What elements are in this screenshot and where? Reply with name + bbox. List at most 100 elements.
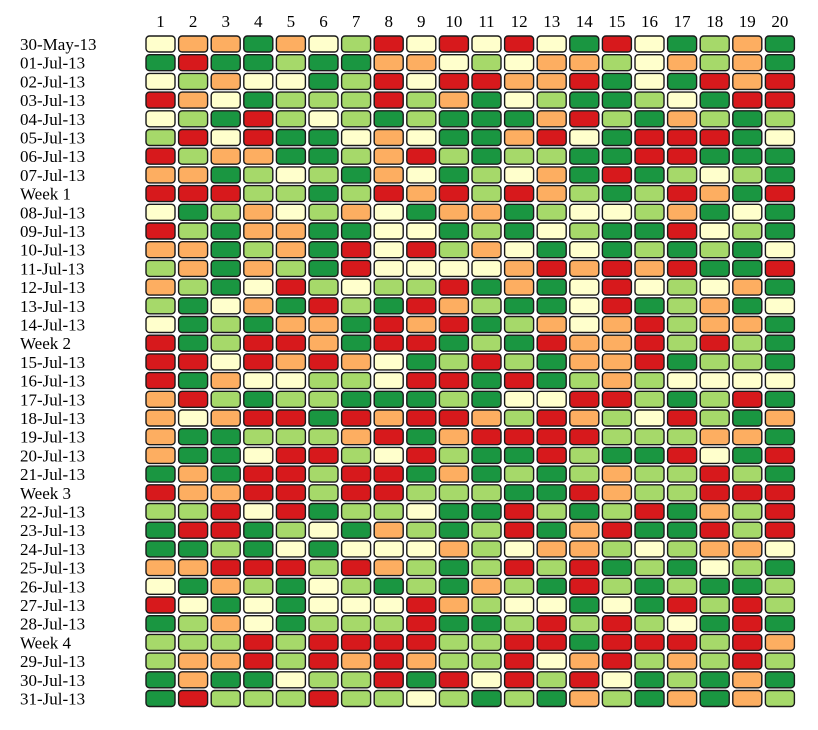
heatmap-cell [406, 540, 437, 558]
heatmap-cell [406, 72, 437, 91]
heatmap-cell [438, 428, 470, 446]
heatmap-cell [601, 484, 633, 502]
heatmap-cell [406, 596, 437, 614]
heatmap-cell [503, 577, 535, 595]
heatmap-cell [471, 484, 502, 502]
heatmap-cell [634, 689, 665, 708]
heatmap-cell [373, 72, 404, 91]
heatmap-cell [210, 315, 241, 334]
heatmap-cell [764, 334, 796, 352]
heatmap-cell [503, 91, 535, 109]
heatmap-cell [210, 558, 241, 577]
heatmap-cell [210, 689, 241, 708]
heatmap-cell [145, 540, 176, 558]
heatmap-cell [145, 521, 176, 539]
column-label: 2 [189, 12, 198, 31]
heatmap-cell [275, 166, 307, 184]
heatmap-cell [764, 689, 796, 708]
heatmap-cell [373, 91, 404, 109]
heatmap-cell [569, 671, 600, 689]
heatmap-cell [177, 615, 209, 633]
heatmap-cell [373, 240, 404, 259]
heatmap-cell [406, 278, 437, 296]
heatmap-cell [536, 558, 567, 577]
heatmap-cell [177, 353, 209, 371]
heatmap-cell [666, 577, 698, 595]
heatmap-cell [210, 596, 241, 614]
heatmap-cell [503, 652, 535, 670]
heatmap-cell [340, 353, 372, 371]
heatmap-cell [666, 558, 698, 577]
heatmap-cell [666, 72, 698, 91]
heatmap-cell [536, 222, 567, 240]
heatmap-cell [308, 184, 339, 203]
heatmap-cell [699, 315, 730, 334]
heatmap-cell [471, 596, 502, 614]
heatmap-cell [699, 278, 730, 296]
heatmap-cell [340, 315, 372, 334]
heatmap-cell [177, 222, 209, 240]
heatmap-cell [340, 689, 372, 708]
row-label: 12-Jul-13 [20, 278, 85, 297]
heatmap-cell [601, 540, 633, 558]
heatmap-cell [503, 166, 535, 184]
heatmap-cell [243, 240, 274, 259]
heatmap-cell [177, 166, 209, 184]
heatmap-cell [634, 240, 665, 259]
heatmap-cell [145, 353, 176, 371]
heatmap-cell [503, 110, 535, 128]
heatmap-cell [308, 428, 339, 446]
heatmap-cell [699, 166, 730, 184]
heatmap-cell [275, 428, 307, 446]
heatmap-cell [569, 54, 600, 72]
heatmap-cell [569, 184, 600, 203]
heatmap-cell [308, 540, 339, 558]
heatmap-cell [308, 353, 339, 371]
heatmap-cell [275, 484, 307, 502]
heatmap-cell [210, 240, 241, 259]
heatmap-cell [601, 353, 633, 371]
heatmap-cell [569, 558, 600, 577]
heatmap-cell [666, 446, 698, 465]
heatmap-cell [177, 203, 209, 222]
heatmap-cell [340, 166, 372, 184]
heatmap-cell [732, 222, 763, 240]
heatmap-cell [308, 240, 339, 259]
heatmap-cell [634, 147, 665, 165]
heatmap-cell [275, 91, 307, 109]
heatmap-cell [634, 91, 665, 109]
heatmap-cell [308, 652, 339, 670]
heatmap-cell [145, 652, 176, 670]
heatmap-cell [145, 334, 176, 352]
column-label: 1 [156, 12, 165, 31]
heatmap-cell [569, 390, 600, 408]
heatmap-cell [536, 147, 567, 165]
heatmap-cell [536, 428, 567, 446]
heatmap-cell [699, 596, 730, 614]
heatmap-cell [569, 128, 600, 147]
row-label: 23-Jul-13 [20, 521, 85, 540]
heatmap-cell [634, 671, 665, 689]
heatmap-cell [438, 558, 470, 577]
heatmap-cell [145, 147, 176, 165]
heatmap-cell [536, 465, 567, 483]
heatmap-cell [699, 297, 730, 315]
heatmap-cell [177, 540, 209, 558]
heatmap-cell [764, 166, 796, 184]
column-label: 14 [576, 12, 594, 31]
heatmap-cell [536, 540, 567, 558]
heatmap-cell [243, 652, 274, 670]
heatmap-cell [340, 371, 372, 390]
heatmap-cell [308, 315, 339, 334]
heatmap-cell [634, 166, 665, 184]
heatmap-cell [732, 558, 763, 577]
heatmap-cell [145, 465, 176, 483]
heatmap-cell [666, 615, 698, 633]
heatmap-cell [438, 240, 470, 259]
heatmap-cell [243, 671, 274, 689]
heatmap-cell [373, 166, 404, 184]
heatmap-cell [308, 521, 339, 539]
heatmap-cell [634, 315, 665, 334]
heatmap-cell [340, 110, 372, 128]
heatmap-cell [666, 465, 698, 483]
